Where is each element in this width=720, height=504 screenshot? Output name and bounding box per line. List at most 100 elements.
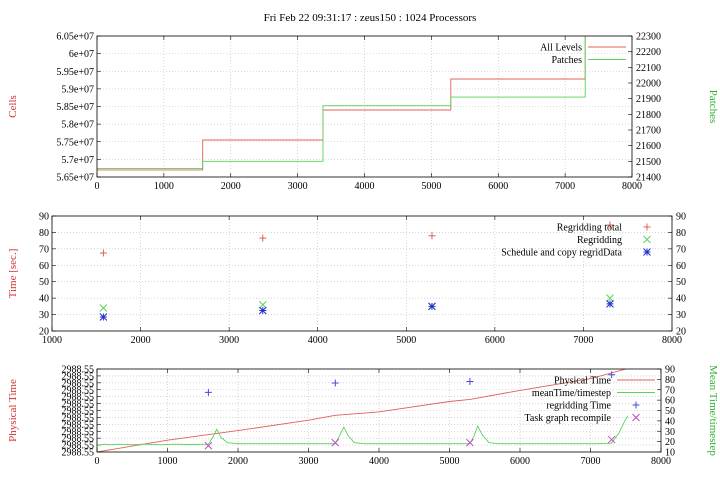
x-tick-label: 5000 xyxy=(421,181,441,192)
legend-marker xyxy=(643,248,651,256)
y2-tick-label: 30 xyxy=(665,427,675,438)
y-tick-label: 5.65e+07 xyxy=(56,173,94,184)
y-tick-label: 5.9e+07 xyxy=(61,84,94,95)
y2-tick-label: 40 xyxy=(676,294,686,305)
y2-tick-label: 22300 xyxy=(636,32,661,43)
chart-panel-3: 0 1000 2000 3000 4000 5000 6000 7000 8000 2988.55… xyxy=(7,365,719,468)
y2-tick-label: 21500 xyxy=(636,157,661,168)
y2-tick-label: 21900 xyxy=(636,94,661,105)
y-tick-label: 2988.55 xyxy=(62,371,95,382)
page-title: Fri Feb 22 09:31:17 : zeus150 : 1024 Pro… xyxy=(264,12,477,24)
y-tick-label: 2988.55 xyxy=(62,441,95,452)
y2-tick-label: 21800 xyxy=(636,110,661,121)
legend-label: regridding Time xyxy=(546,401,611,412)
y2-tick-label: 70 xyxy=(665,385,675,396)
data-point xyxy=(428,302,436,311)
y-tick-label: 2988.55 xyxy=(62,434,95,445)
y-tick-label: 80 xyxy=(39,228,49,239)
x-tick-label: 3000 xyxy=(288,181,308,192)
chart-panel-2: 1000 2000 3000 4000 5000 6000 7000 800020304050… xyxy=(7,212,686,347)
y2-tick-label: 90 xyxy=(665,365,675,376)
series-group xyxy=(97,36,586,171)
y2-tick-label: 22200 xyxy=(636,47,661,58)
x-tick-label: 2000 xyxy=(221,181,241,192)
legend-label: Physical Time xyxy=(554,376,612,387)
x-tick-label: 2000 xyxy=(228,456,248,467)
y-axis-label: Cells xyxy=(7,95,19,118)
y2-tick-label: 21600 xyxy=(636,141,661,152)
y-tick-label: 5.7e+07 xyxy=(61,155,94,166)
plot-frame xyxy=(51,215,673,332)
series-regridding xyxy=(99,294,614,312)
x-tick-label: 1000 xyxy=(154,181,174,192)
y-tick-label: 2988.55 xyxy=(62,399,95,410)
series-task-graph-recompile xyxy=(204,435,616,450)
data-point xyxy=(258,306,267,315)
legend-label: Schedule and copy regridData xyxy=(501,248,622,259)
y2-tick-label: 60 xyxy=(665,396,675,407)
data-point xyxy=(259,234,267,242)
x-tick-label: 7000 xyxy=(555,181,575,192)
series-regridding-time xyxy=(204,371,616,396)
y2-tick-label: 21400 xyxy=(636,173,661,184)
x-tick-label: 5000 xyxy=(396,335,416,346)
plot-frame xyxy=(96,368,662,453)
data-point xyxy=(466,438,474,447)
data-point xyxy=(331,438,340,447)
x-tick-label: 3000 xyxy=(299,456,319,467)
y2-tick-label: 50 xyxy=(665,406,675,417)
x-tick-label: 8000 xyxy=(622,181,642,192)
x-tick-label: 8000 xyxy=(651,456,671,467)
y2-axis-label: Patches xyxy=(707,90,719,124)
data-point xyxy=(606,294,614,302)
y-tick-label: 2988.55 xyxy=(62,378,95,389)
legend-marker xyxy=(643,235,651,244)
y2-axis-label: Mean Time/timestep xyxy=(707,365,719,456)
y-axis-label: Time [sec.] xyxy=(7,249,19,299)
data-point xyxy=(204,441,213,450)
y2-tick-label: 70 xyxy=(676,244,686,255)
y-tick-label: 20 xyxy=(39,327,49,338)
y-tick-label: 2988.55 xyxy=(62,413,95,424)
data-point xyxy=(204,388,212,396)
plot-frame xyxy=(96,35,633,178)
series-group xyxy=(97,369,629,452)
data-point xyxy=(606,221,614,229)
series-patches xyxy=(97,36,586,169)
x-tick-label: 7000 xyxy=(573,335,593,346)
x-tick-label: 4000 xyxy=(355,181,375,192)
data-point xyxy=(428,232,436,240)
legend-label: meanTime/timestep xyxy=(532,388,611,399)
y-tick-label: 2988.55 xyxy=(62,420,95,431)
y-tick-label: 5.8e+07 xyxy=(61,120,94,131)
y2-tick-label: 20 xyxy=(676,327,686,338)
y2-tick-label: 50 xyxy=(676,277,686,288)
x-tick-label: 6000 xyxy=(510,456,530,467)
y-tick-label: 5.85e+07 xyxy=(56,102,94,113)
y2-tick-label: 30 xyxy=(676,310,686,321)
x-tick-label: 6000 xyxy=(488,181,508,192)
legend-marker xyxy=(632,401,640,409)
y-tick-label: 2988.55 xyxy=(62,427,95,438)
legend-marker xyxy=(643,223,651,231)
y-tick-label: 2988.55 xyxy=(62,385,95,396)
y-tick-label: 5.95e+07 xyxy=(56,67,94,78)
y2-tick-label: 10 xyxy=(665,448,675,459)
y2-tick-label: 40 xyxy=(665,416,675,427)
legend-label: All Levels xyxy=(540,43,582,54)
x-tick-label: 6000 xyxy=(485,335,505,346)
y-tick-label: 2988.55 xyxy=(62,392,95,403)
data-point xyxy=(99,313,108,321)
y2-tick-label: 22100 xyxy=(636,63,661,74)
y-tick-label: 50 xyxy=(39,277,49,288)
y-tick-label: 2988.55 xyxy=(62,406,95,417)
y-tick-label: 40 xyxy=(39,294,49,305)
series-meantime-timestep xyxy=(97,415,629,446)
x-tick-label: 0 xyxy=(95,181,100,192)
x-tick-label: 3000 xyxy=(219,335,239,346)
series-regridding-total xyxy=(99,221,614,257)
data-point xyxy=(258,300,267,309)
y2-tick-label: 22000 xyxy=(636,79,661,90)
